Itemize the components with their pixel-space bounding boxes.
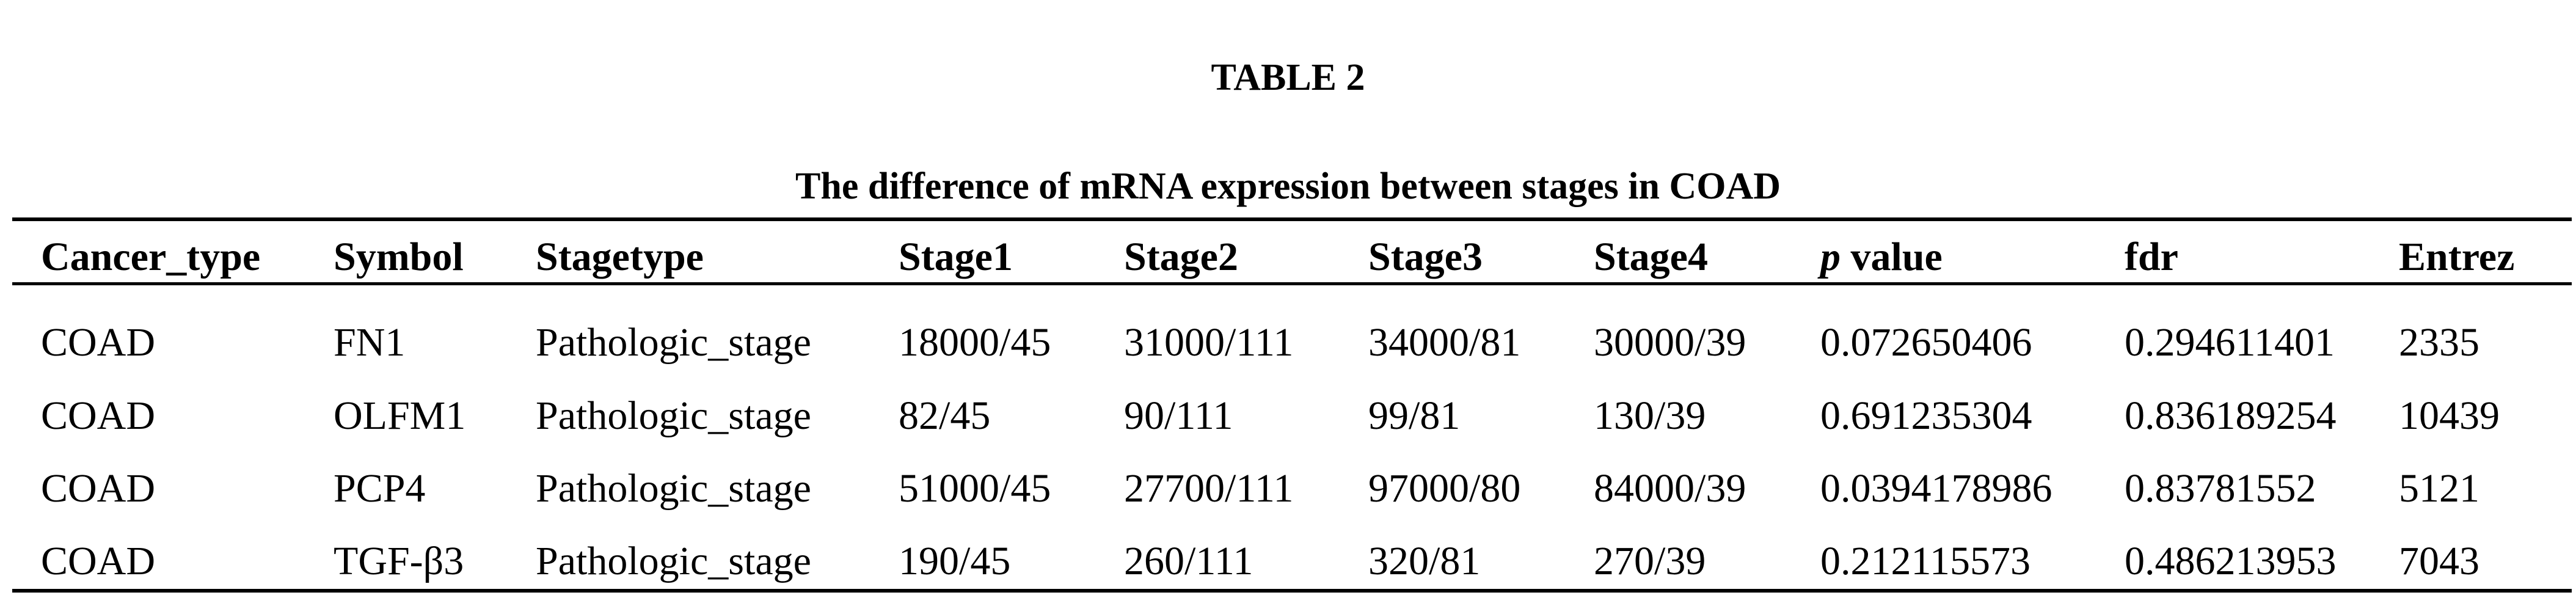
column-header: Cancer_type (41, 237, 260, 277)
table-cell: 99/81 (1368, 393, 1461, 438)
table-cell: OLFM1 (334, 393, 466, 438)
table-cell: 31000/111 (1124, 320, 1294, 365)
table-cell: 0.072650406 (1820, 320, 2032, 365)
table-cell: COAD (41, 320, 156, 365)
column-header-label: Stage2 (1124, 235, 1238, 279)
column-header: Stage2 (1124, 237, 1238, 277)
table-cell: COAD (41, 539, 156, 583)
column-header: Symbol (334, 237, 464, 277)
table-cell: 0.486213953 (2125, 539, 2337, 583)
table-cell: 2335 (2399, 320, 2479, 365)
column-header: fdr (2125, 237, 2178, 277)
column-header: Entrez (2399, 237, 2514, 277)
table-cell: Pathologic_stage (536, 320, 811, 365)
table-cell: 0.294611401 (2125, 320, 2335, 365)
bottom-rule (12, 589, 2572, 593)
table-cell: 320/81 (1368, 539, 1481, 583)
table-cell: 30000/39 (1594, 320, 1746, 365)
table-cell: 27700/111 (1124, 466, 1294, 511)
table-cell: 18000/45 (899, 320, 1051, 365)
column-header-label: Stage4 (1594, 235, 1708, 279)
table-label: TABLE 2 (1211, 57, 1365, 98)
table-cell: Pathologic_stage (536, 539, 811, 583)
table-cell: 0.836189254 (2125, 393, 2337, 438)
table-cell: 0.691235304 (1820, 393, 2032, 438)
table-cell: COAD (41, 466, 156, 511)
table-cell: 190/45 (899, 539, 1011, 583)
column-header-label: Stagetype (536, 235, 704, 279)
table-cell: Pathologic_stage (536, 393, 811, 438)
table-cell: TGF-β3 (334, 539, 464, 583)
column-header: Stage1 (899, 237, 1013, 277)
column-header: Stage3 (1368, 237, 1483, 277)
column-header: Stagetype (536, 237, 704, 277)
table-cell: 130/39 (1594, 393, 1706, 438)
column-header-label: Stage1 (899, 235, 1013, 279)
column-header-label: Stage3 (1368, 235, 1483, 279)
table-cell: 34000/81 (1368, 320, 1521, 365)
column-header-label: Cancer_type (41, 235, 261, 279)
table-cell: FN1 (334, 320, 406, 365)
table-cell: 7043 (2399, 539, 2479, 583)
table-cell: 10439 (2399, 393, 2500, 438)
table-cell: 90/111 (1124, 393, 1233, 438)
column-header-label: value (1841, 235, 1943, 279)
header-rule (12, 282, 2572, 285)
column-header-label: fdr (2125, 235, 2178, 279)
table-cell: 260/111 (1124, 539, 1253, 583)
table-cell: 97000/80 (1368, 466, 1521, 511)
column-header-label: Entrez (2399, 235, 2515, 279)
column-header: Stage4 (1594, 237, 1708, 277)
table-cell: 0.0394178986 (1820, 466, 2052, 511)
table-cell: 270/39 (1594, 539, 1706, 583)
table-cell: 51000/45 (899, 466, 1051, 511)
table-cell: 0.212115573 (1820, 539, 2031, 583)
column-header: p value (1820, 237, 1943, 277)
table-cell: COAD (41, 393, 156, 438)
table-cell: 82/45 (899, 393, 991, 438)
table-cell: Pathologic_stage (536, 466, 811, 511)
table-cell: 5121 (2399, 466, 2479, 511)
top-rule (12, 217, 2572, 221)
table-cell: PCP4 (334, 466, 426, 511)
table-cell: 84000/39 (1594, 466, 1746, 511)
table-caption: The difference of mRNA expression betwee… (795, 166, 1781, 207)
table-cell: 0.83781552 (2125, 466, 2316, 511)
column-header-label: Symbol (334, 235, 464, 279)
column-header-italic: p (1820, 235, 1841, 279)
